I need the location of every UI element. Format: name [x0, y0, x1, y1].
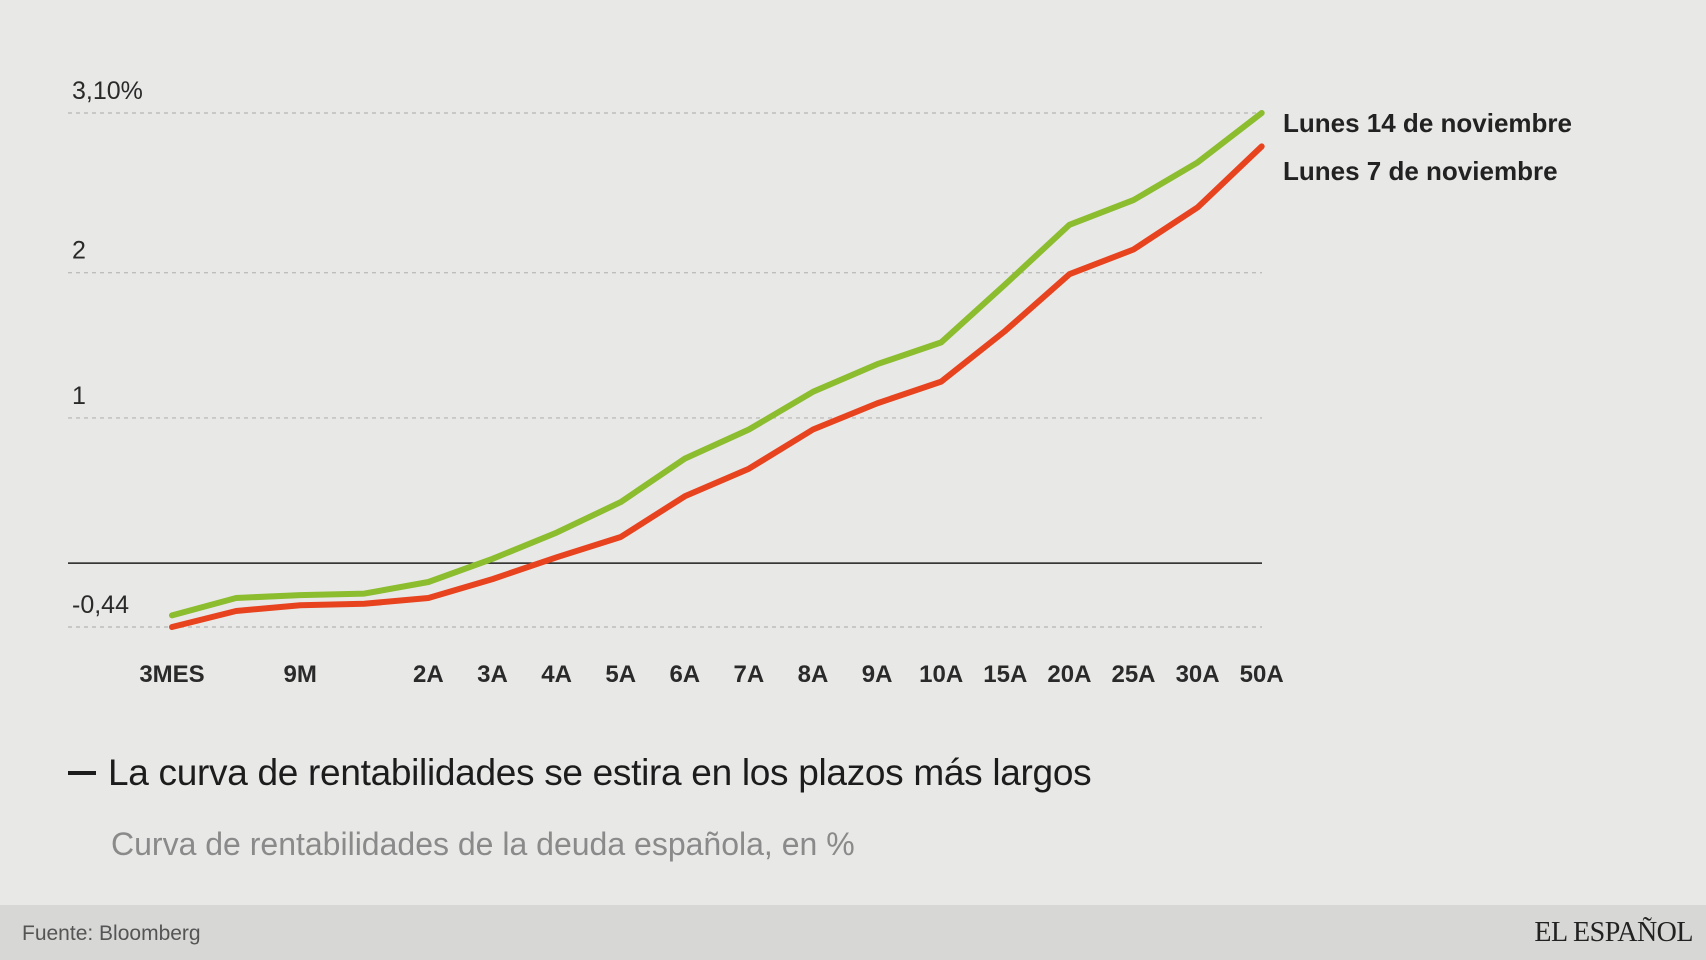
- legend-entry-1: Lunes 14 de noviembre: [1283, 108, 1572, 138]
- x-tick-label: 5A: [605, 661, 636, 688]
- title-dash: [68, 771, 96, 776]
- x-tick-label: 7A: [734, 661, 765, 688]
- x-tick-label: 50A: [1240, 661, 1284, 688]
- y-axis-labels: 3,10% 2 1 -0,44: [72, 77, 143, 619]
- chart-title-text: La curva de rentabilidades se estira en …: [108, 752, 1092, 793]
- source-note: Fuente: Bloomberg: [22, 922, 201, 945]
- chart-title: La curva de rentabilidades se estira en …: [68, 752, 1092, 794]
- x-tick-label: 4A: [541, 661, 572, 688]
- y-tick-label: -0,44: [72, 591, 129, 619]
- x-tick-label: 30A: [1176, 661, 1220, 688]
- x-axis-labels: 3MES 9M 2A 3A 4A 5A 6A 7A 8A 9A 10A 15A 20A 25A 30A 50A: [139, 661, 1283, 688]
- x-tick-label: 20A: [1047, 661, 1091, 688]
- yield-curve-chart: 3,10% 2 1 -0,44 3MES 9M 2A 3A 4A 5A 6A 7A 8A 9A 10A 15…: [68, 77, 1572, 688]
- brand-logo: EL ESPAÑOL: [1534, 917, 1693, 948]
- x-tick-label: 25A: [1111, 661, 1155, 688]
- x-tick-label: 3MES: [139, 661, 204, 688]
- x-tick-label: 9A: [862, 661, 893, 688]
- x-tick-label: 8A: [798, 661, 829, 688]
- y-tick-label: 3,10%: [72, 77, 143, 105]
- x-tick-label: 3A: [477, 661, 508, 688]
- x-tick-label: 15A: [983, 661, 1027, 688]
- legend-entry-2: Lunes 7 de noviembre: [1283, 156, 1558, 186]
- series-line-2: [169, 143, 1265, 630]
- footer-bar: Fuente: Bloomberg EL ESPAÑOL: [0, 905, 1706, 960]
- y-tick-label: 1: [72, 382, 86, 410]
- x-tick-label: 10A: [919, 661, 963, 688]
- x-tick-label: 6A: [669, 661, 700, 688]
- legend: Lunes 14 de noviembre Lunes 7 de noviembr…: [1283, 108, 1572, 186]
- series-lines: [169, 110, 1265, 630]
- chart-subtitle: Curva de rentabilidades de la deuda espa…: [111, 826, 855, 862]
- x-tick-label: 2A: [413, 661, 444, 688]
- x-tick-label: 9M: [284, 661, 317, 688]
- y-tick-label: 2: [72, 237, 86, 265]
- grid-lines: [68, 112, 1262, 628]
- series-line-1: [169, 110, 1265, 619]
